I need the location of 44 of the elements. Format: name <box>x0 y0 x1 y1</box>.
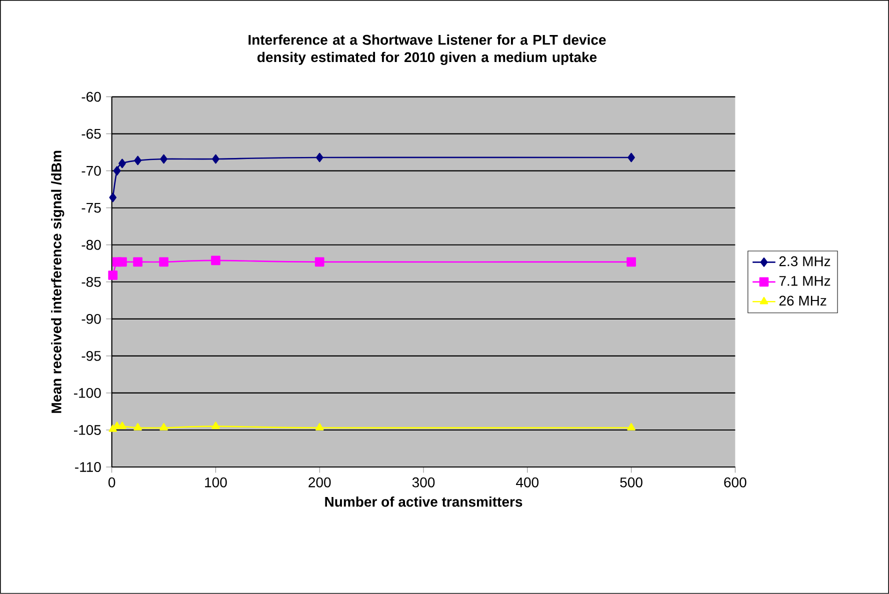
x-tick-label: 200 <box>308 478 331 488</box>
y-tick-label: -65 <box>82 128 101 139</box>
y-tick-label: -75 <box>82 203 101 213</box>
y-axis-title: Mean received interference signal /dBm <box>51 150 64 414</box>
y-tick-label: -105 <box>74 425 101 436</box>
point <box>113 166 121 176</box>
point <box>134 156 142 166</box>
point <box>628 152 635 162</box>
point <box>159 257 168 267</box>
x-tick-label: 600 <box>724 478 746 488</box>
point <box>316 152 324 162</box>
point <box>134 423 142 431</box>
y-tick-label: -90 <box>82 314 101 324</box>
point <box>315 423 324 431</box>
point <box>627 423 636 431</box>
x-tick-label: 500 <box>620 478 642 488</box>
legend-label: 2.3 MHz <box>779 256 830 266</box>
chart-title: Interference at a Shortwave Listener for a PLT device density estimated for 2010 given a medium uptake <box>248 34 606 66</box>
x-tick-label: 400 <box>516 478 539 488</box>
point <box>133 257 142 267</box>
y-tick-label: -95 <box>82 351 101 362</box>
legend-label: 7.1 MHz <box>779 276 830 286</box>
y-tick-label: -85 <box>82 277 101 287</box>
point <box>118 257 127 267</box>
point <box>160 423 168 431</box>
y-tick-label: -80 <box>82 240 101 250</box>
y-tick-label: -60 <box>82 92 101 102</box>
point <box>108 270 118 280</box>
x-tick-label: 0 <box>108 478 116 488</box>
point <box>118 158 126 168</box>
point <box>212 154 220 164</box>
legend-label: 26 MHz <box>779 296 826 306</box>
y-tick-label: -110 <box>75 462 101 472</box>
point <box>626 257 636 267</box>
y-tick-label: -70 <box>82 166 101 176</box>
x-axis-title: Number of active transmitters <box>325 496 522 507</box>
point <box>211 256 220 266</box>
x-tick-label: 100 <box>205 478 227 488</box>
point <box>212 422 220 430</box>
point <box>314 257 324 267</box>
y-tick-label: -100 <box>74 388 101 398</box>
point <box>109 192 117 202</box>
x-tick-label: 300 <box>412 478 435 488</box>
point <box>160 154 168 164</box>
